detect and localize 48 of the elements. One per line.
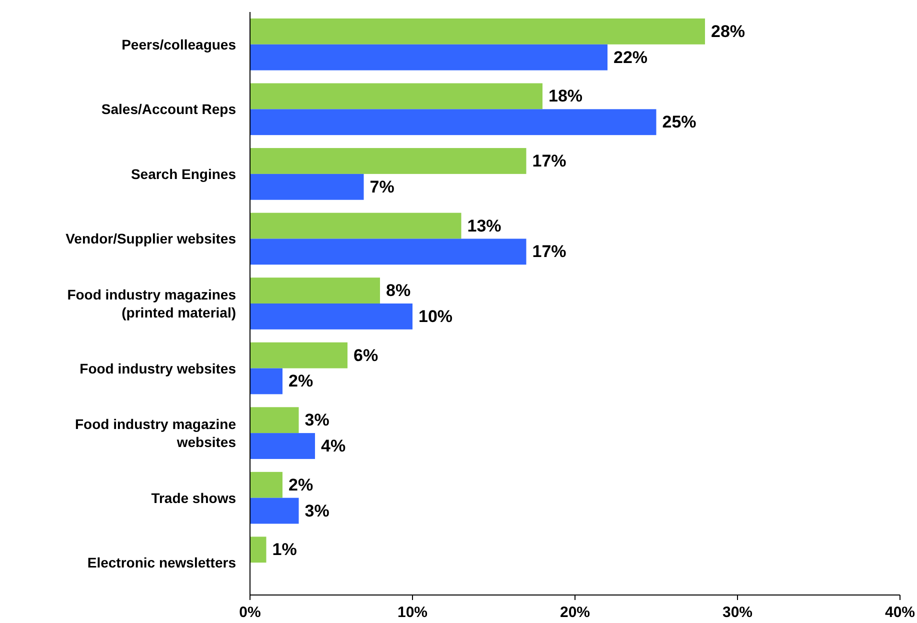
bar — [250, 407, 299, 434]
data-label: 6% — [354, 346, 378, 365]
y-tick-label: Food industry websites — [80, 360, 236, 376]
data-label: 17% — [532, 151, 566, 170]
bar — [250, 536, 266, 563]
y-tick-label: Sales/Account Reps — [101, 101, 236, 118]
bar — [250, 44, 608, 70]
bar — [250, 148, 526, 174]
bar — [250, 212, 462, 239]
data-label: 4% — [321, 436, 346, 456]
bar — [250, 174, 364, 200]
data-label: 25% — [662, 112, 696, 132]
data-label: 13% — [467, 216, 502, 236]
y-tick-label: Search Engines — [130, 166, 236, 182]
x-tick-label: 40% — [884, 604, 916, 621]
data-label: 3% — [304, 410, 330, 430]
bar — [250, 368, 282, 394]
bar — [250, 433, 315, 459]
data-label: 7% — [370, 177, 394, 196]
bar — [250, 342, 348, 368]
bar — [250, 109, 656, 136]
data-label: 2% — [288, 372, 314, 391]
data-label: 8% — [386, 281, 411, 300]
bar — [250, 238, 526, 265]
bar — [250, 278, 380, 304]
y-tick-label: Vendor/Supplier websites — [66, 230, 236, 247]
data-label: 28% — [711, 22, 746, 41]
y-tick-label: Trade shows — [151, 490, 236, 506]
y-tick-label: Electronic newsletters — [87, 554, 236, 571]
bar — [250, 83, 542, 110]
x-tick-label: 10% — [397, 604, 428, 621]
y-tick-label: Food industry magazines (printed material) — [67, 286, 236, 320]
bar — [250, 472, 282, 498]
data-label: 18% — [548, 86, 583, 106]
data-label: 17% — [532, 242, 566, 262]
y-tick-label: Food industry magazine websites — [74, 416, 236, 450]
data-label: 1% — [272, 540, 297, 560]
bar — [250, 498, 299, 524]
bar — [250, 18, 705, 44]
y-tick-label: Peers/colleagues — [122, 36, 236, 52]
data-label: 22% — [614, 48, 648, 67]
x-tick-label: 30% — [722, 604, 753, 621]
x-tick-label: 20% — [560, 604, 590, 621]
data-label: 3% — [304, 501, 330, 520]
data-label: 2% — [288, 475, 314, 494]
bar — [250, 304, 412, 330]
data-label: 10% — [418, 306, 453, 326]
x-tick-label: 0% — [239, 604, 261, 621]
